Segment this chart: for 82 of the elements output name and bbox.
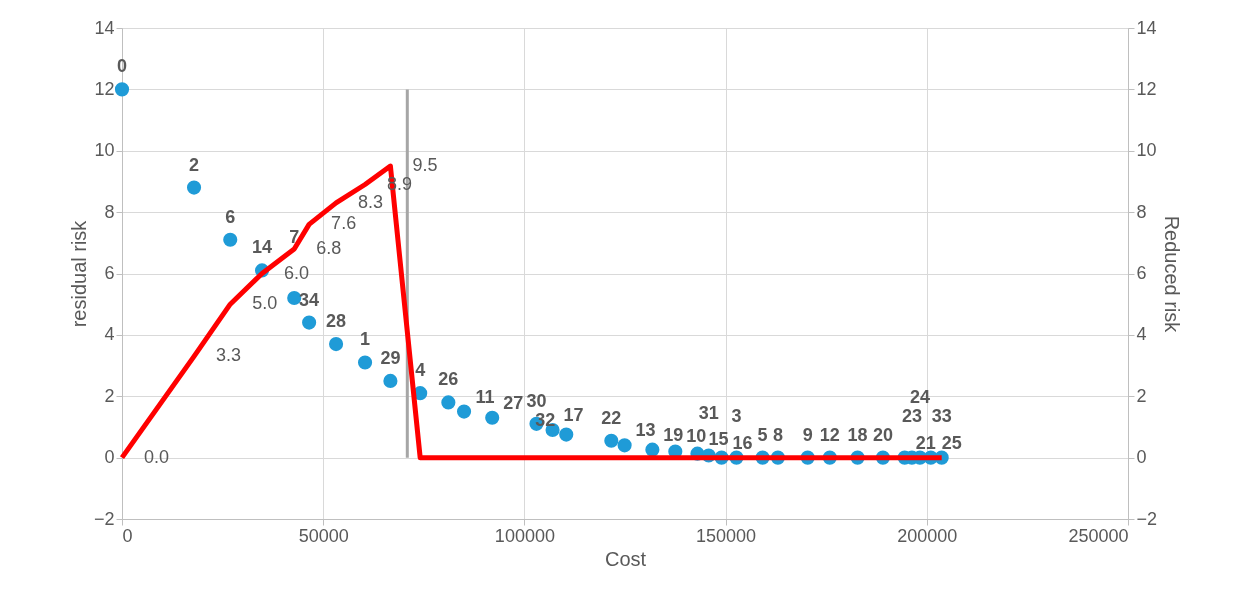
point xyxy=(302,315,317,330)
annotation: 15 xyxy=(708,428,729,449)
annotation: 20 xyxy=(872,424,893,445)
annotation: 11 xyxy=(475,386,495,407)
annotation: 19 xyxy=(663,424,684,445)
data-label: 5.0 xyxy=(252,293,278,314)
x-tick-label: 0 xyxy=(122,525,133,546)
y2-tick-label: 6 xyxy=(1136,263,1147,283)
annotation: 2 xyxy=(189,154,200,175)
y-tick-label: 12 xyxy=(94,78,115,99)
annotation: 23 xyxy=(901,405,922,426)
y-tick-label: 2 xyxy=(104,385,115,406)
y2-tick-label: 12 xyxy=(1136,78,1157,99)
annotation: 29 xyxy=(380,347,401,368)
y2-tick-label: 2 xyxy=(1136,385,1147,406)
annotation: 25 xyxy=(941,432,962,453)
x-tick-label: 250000 xyxy=(1068,525,1129,546)
annotation: 5 xyxy=(757,424,768,445)
point xyxy=(383,373,398,388)
y2-tick-label: 10 xyxy=(1136,140,1157,161)
annotation: 17 xyxy=(563,405,584,426)
annotation: 12 xyxy=(819,424,840,445)
y-tick-label: 8 xyxy=(104,201,115,222)
y2-tick-label: 14 xyxy=(1136,17,1157,38)
annotation: 24 xyxy=(909,386,930,407)
annotation: 26 xyxy=(438,369,459,390)
y-axis-title: residual risk xyxy=(67,219,90,328)
annotation: 13 xyxy=(635,420,656,441)
x-tick-label: 50000 xyxy=(298,525,349,546)
annotation: 21 xyxy=(915,432,936,453)
y-tick-label: 6 xyxy=(104,263,115,283)
annotation: 31 xyxy=(698,403,719,424)
data-label: 7.6 xyxy=(331,213,357,234)
y2-tick-label: 8 xyxy=(1136,201,1147,222)
y2-tick-label: −2 xyxy=(1136,508,1158,529)
point xyxy=(604,433,619,448)
point xyxy=(186,180,202,195)
x-axis-title: Cost xyxy=(604,547,647,570)
annotation: 34 xyxy=(299,289,320,310)
annotation: 22 xyxy=(601,407,622,428)
y-tick-label: 0 xyxy=(104,447,115,468)
point xyxy=(114,82,130,97)
data-label: 9.5 xyxy=(412,155,438,176)
x-tick-label: 100000 xyxy=(494,525,555,546)
y2-axis-title: Reduced risk xyxy=(1161,215,1184,334)
annotation: 7 xyxy=(289,227,300,248)
data-label: 0.0 xyxy=(144,446,170,467)
annotation: 33 xyxy=(931,405,952,426)
x-tick-label: 200000 xyxy=(897,525,958,546)
point xyxy=(485,410,500,425)
y2-tick-label: 0 xyxy=(1136,447,1147,468)
point xyxy=(617,438,632,453)
y2-tick-label: 4 xyxy=(1136,324,1147,345)
y-tick-label: 4 xyxy=(104,324,115,345)
y-tick-label: 14 xyxy=(94,17,115,38)
annotation: 6 xyxy=(225,206,236,227)
annotation: 8 xyxy=(772,424,783,445)
annotation: 9 xyxy=(802,424,813,445)
annotation: 28 xyxy=(326,311,347,332)
data-label: 3.3 xyxy=(216,345,242,366)
annotation: 30 xyxy=(526,390,547,411)
annotation: 18 xyxy=(847,424,868,445)
data-label: 6.0 xyxy=(284,262,310,283)
annotation: 14 xyxy=(252,237,273,258)
x-tick-label: 150000 xyxy=(696,525,757,546)
data-label: 8.3 xyxy=(358,191,384,212)
annotation: 1 xyxy=(360,329,371,350)
annotation: 27 xyxy=(503,392,524,413)
annotation: 10 xyxy=(686,426,707,447)
annotation: 16 xyxy=(732,432,753,453)
annotation: 4 xyxy=(415,360,426,381)
data-label: 6.8 xyxy=(316,237,342,258)
annotation: 3 xyxy=(731,405,742,426)
point xyxy=(357,355,373,370)
y-tick-label: −2 xyxy=(93,508,115,529)
point xyxy=(329,337,344,352)
y-tick-label: 10 xyxy=(94,140,115,161)
point xyxy=(223,232,238,247)
point xyxy=(559,427,574,442)
point xyxy=(456,404,472,419)
point xyxy=(441,395,456,410)
point xyxy=(645,442,660,457)
